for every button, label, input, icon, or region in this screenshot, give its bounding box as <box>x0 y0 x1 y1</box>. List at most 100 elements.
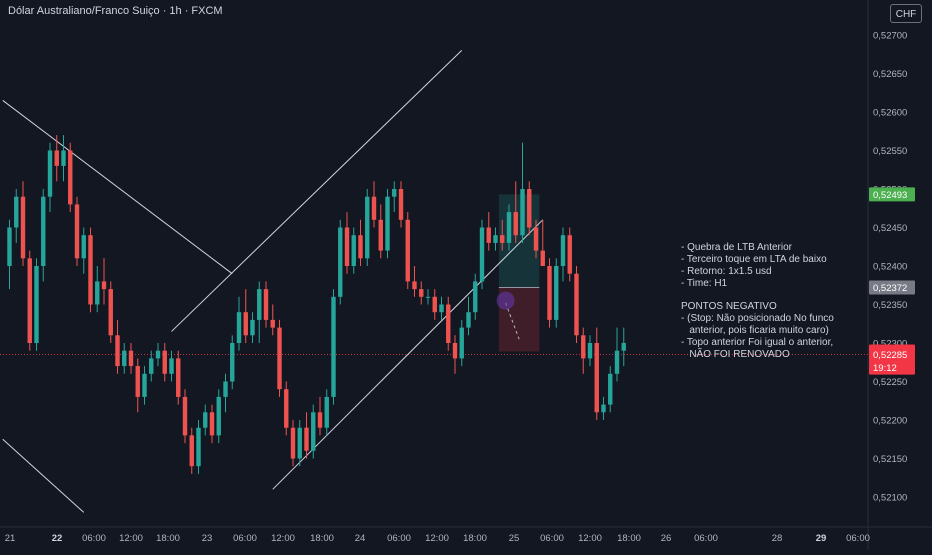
candle-body <box>601 404 606 413</box>
symbol-title[interactable]: Dólar Australiano/Franco Suiço · 1h · FX… <box>8 5 223 17</box>
candle-body <box>621 343 626 351</box>
annotation-line: - (Stop: Não posicionado No funco <box>681 313 834 324</box>
currency-button[interactable]: CHF <box>890 4 922 23</box>
y-tick-label: 0,52700 <box>873 31 907 42</box>
candle-body <box>101 281 107 290</box>
x-tick-label: 06:00 <box>540 533 564 544</box>
candle-body <box>311 412 316 451</box>
candle-body <box>432 296 437 313</box>
x-tick-label: 06:00 <box>387 533 411 544</box>
candle-body <box>554 266 559 320</box>
candle-body <box>236 312 242 343</box>
annotation-line: PONTOS NEGATIVO <box>681 301 777 312</box>
y-tick-label: 0,52300 <box>873 339 907 350</box>
candle-body <box>378 219 383 251</box>
trendline <box>2 438 85 513</box>
candle-body <box>581 335 586 359</box>
x-tick-label: 18:00 <box>156 533 180 544</box>
candle-body <box>74 204 80 259</box>
price-tag-label: 0,52493 <box>873 190 907 201</box>
price-tag-bg <box>869 347 915 362</box>
candle-body <box>20 196 26 259</box>
y-tick-label: 0,52200 <box>873 416 907 427</box>
x-tick-label: 18:00 <box>463 533 487 544</box>
x-tick-label: 26 <box>661 533 672 544</box>
entry-highlight-marker <box>496 291 515 310</box>
candle-body <box>7 227 12 266</box>
price-tag-bg <box>869 360 915 375</box>
candle-body <box>574 273 579 336</box>
candle-body <box>371 196 377 220</box>
candle-body <box>176 358 181 397</box>
candle-body <box>263 289 269 320</box>
candle-body <box>500 235 505 243</box>
candle-body <box>419 289 424 297</box>
candle-body <box>533 227 539 251</box>
candle-body <box>27 258 32 343</box>
candle-body <box>196 427 201 467</box>
candle-body <box>587 343 593 359</box>
candle-body <box>594 343 599 413</box>
candle-body <box>284 389 289 428</box>
candle-body <box>324 396 329 428</box>
x-tick-label: 28 <box>772 533 783 544</box>
candle-body <box>527 189 532 228</box>
y-tick-label: 0,52350 <box>873 300 907 311</box>
candle-body <box>385 196 390 251</box>
candle-body <box>486 227 491 243</box>
annotation-line: - Terceiro toque em LTA de baixo <box>681 254 827 265</box>
candle-body <box>567 235 572 274</box>
candle-body <box>169 358 174 374</box>
candle-body <box>466 312 471 328</box>
candle-body <box>614 350 620 374</box>
candle-body <box>34 266 39 343</box>
candle-body <box>81 235 86 259</box>
trendline <box>2 100 233 275</box>
y-tick-label: 0,52400 <box>873 262 907 273</box>
candle-body <box>479 227 485 282</box>
y-tick-label: 0,52550 <box>873 146 907 157</box>
x-tick-label: 06:00 <box>233 533 257 544</box>
candle-body <box>473 281 478 313</box>
price-tag-label: 19:12 <box>873 363 897 374</box>
candle-body <box>405 219 410 282</box>
candle-body <box>128 350 134 367</box>
x-tick-label: 21 <box>5 533 16 544</box>
x-tick-label: 24 <box>355 533 366 544</box>
y-tick-label: 0,52600 <box>873 108 907 119</box>
annotation-line: NÃO FOI RENOVADO <box>681 347 790 360</box>
candle-body <box>560 235 566 266</box>
candle-body <box>277 327 282 390</box>
candle-body <box>506 212 512 243</box>
x-tick-label: 06:00 <box>694 533 718 544</box>
candle-body <box>365 196 370 259</box>
candle-body <box>209 412 215 436</box>
candle-body <box>439 304 444 313</box>
candle-body <box>95 281 100 305</box>
candle-body <box>68 150 73 205</box>
candle-body <box>14 196 19 228</box>
candle-body <box>47 150 53 197</box>
candle-body <box>459 327 464 359</box>
candle-body <box>203 412 208 428</box>
candle-body <box>108 289 113 336</box>
x-tick-label: 18:00 <box>617 533 641 544</box>
candle-body <box>392 189 397 197</box>
annotation-line: - Time: H1 <box>681 278 728 289</box>
candle-body <box>182 396 188 436</box>
y-tick-label: 0,52650 <box>873 69 907 80</box>
y-tick-label: 0,52150 <box>873 454 907 465</box>
candle-body <box>351 235 356 266</box>
candle-body <box>243 312 248 336</box>
candle-body <box>412 281 417 290</box>
candle-body <box>216 396 221 436</box>
candle-body <box>452 343 458 359</box>
x-tick-label: 18:00 <box>310 533 334 544</box>
candle-body <box>540 250 545 266</box>
trendline <box>171 50 463 332</box>
candle-body <box>142 373 147 397</box>
candle-body <box>54 150 59 166</box>
trendline <box>272 219 544 490</box>
